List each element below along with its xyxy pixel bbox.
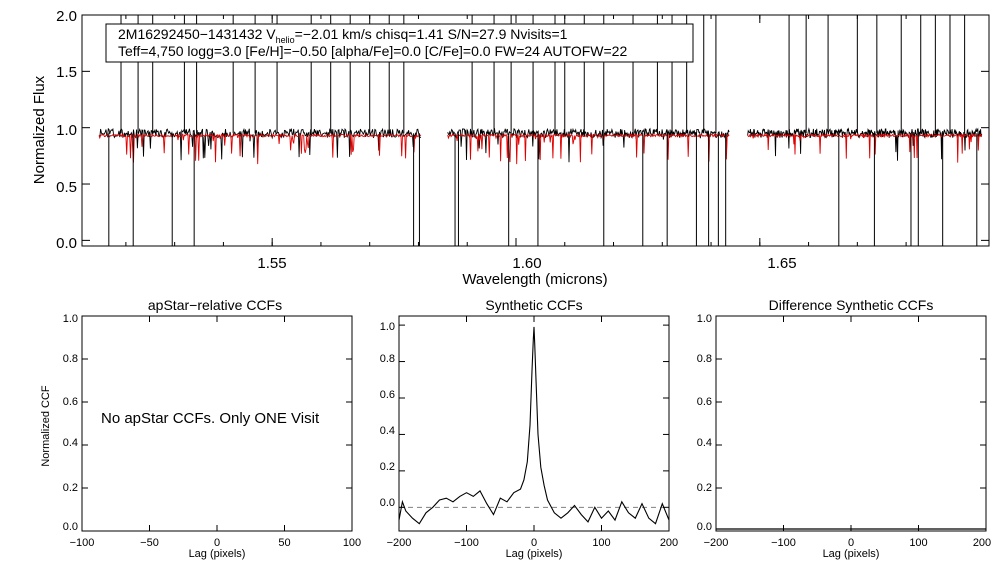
synthetic-ccf-frame: [398, 315, 670, 532]
annotation-stats: =−2.01 km/s chisq=1.41 S/N=27.9 Nvisits=…: [295, 26, 568, 42]
synthetic-ccf-xtick-label: 100: [592, 537, 610, 549]
apstar-ccf-xtick-label: 100: [343, 537, 361, 549]
apstar-ccf-xtick-label: −50: [140, 537, 159, 549]
annotation-vhelio-subscript: helio: [276, 35, 295, 45]
apstar-ccf-xtick-label: 50: [278, 537, 290, 549]
spectrum-frame: [81, 14, 990, 247]
synthetic-ccf-panel: Synthetic CCFs −200 −100 0 100 200 0.0 0…: [380, 297, 678, 560]
synthetic-ccf-ytick-label: 0.8: [380, 353, 395, 365]
apstar-ccf-xtick-label: −100: [70, 537, 95, 549]
synthetic-ccf-xtick-label: −100: [454, 537, 479, 549]
spectrum-ytick-label: 1.0: [56, 122, 77, 139]
apstar-ccf-panel: apStar−relative CCFs −100 −50 0 50 100 0…: [40, 297, 361, 560]
observed-spectrum-line: [98, 127, 422, 161]
apstar-ccf-ytick-label: 0.6: [63, 396, 78, 408]
model-spectrum-line: [747, 132, 983, 163]
difference-ccf-ticks: [715, 315, 987, 532]
difference-ccf-ytick-label: 0.4: [697, 437, 712, 449]
difference-ccf-xlabel: Lag (pixels): [823, 548, 880, 560]
apstar-ccf-ytick-label: 0.4: [63, 437, 78, 449]
spectrum-ticks: [82, 14, 989, 246]
spectrum-xlabel: Wavelength (microns): [462, 271, 607, 288]
apstar-ccf-ticks: [81, 315, 353, 532]
spectrum-panel: 1.55 1.60 1.65 0.0 0.5 1.0 1.5 2.0 Wavel…: [31, 8, 990, 288]
synthetic-ccf-plot-area: [398, 326, 670, 525]
apstar-ccf-xtick-label: 0: [214, 537, 220, 549]
observed-spectrum-line: [447, 127, 730, 163]
difference-ccf-title: Difference Synthetic CCFs: [769, 297, 934, 313]
difference-ccf-xtick-label: 200: [973, 537, 991, 549]
difference-ccf-panel: Difference Synthetic CCFs −200 −100 0 10…: [697, 297, 991, 560]
annotation-star-id: 2M16292450−1431432 V: [118, 26, 276, 42]
apstar-ccf-ytick-label: 1.0: [63, 313, 78, 325]
synthetic-ccf-title: Synthetic CCFs: [485, 297, 582, 313]
apstar-ccf-xlabel: Lag (pixels): [189, 548, 246, 560]
synthetic-ccf-xtick-label: 0: [531, 537, 537, 549]
difference-ccf-ytick-label: 0.2: [697, 482, 712, 494]
spectrum-ytick-label: 2.0: [56, 8, 77, 25]
difference-ccf-ytick-label: 0.8: [697, 353, 712, 365]
synthetic-ccf-ticks: [398, 316, 670, 531]
apstar-ccf-ytick-label: 0.2: [63, 482, 78, 494]
model-spectrum-line: [447, 133, 730, 165]
observed-spectrum-line: [747, 127, 983, 161]
synthetic-ccf-line: [398, 326, 670, 525]
difference-ccf-ytick-label: 0.6: [697, 396, 712, 408]
synthetic-ccf-ytick-label: 0.4: [380, 425, 395, 437]
apstar-ccf-ylabel: Normalized CCF: [40, 385, 52, 467]
difference-ccf-xtick-label: 0: [848, 537, 854, 549]
model-spectrum-line: [98, 133, 422, 165]
apstar-ccf-title: apStar−relative CCFs: [148, 297, 282, 313]
synthetic-ccf-ytick-label: 1.0: [380, 321, 395, 333]
difference-ccf-frame: [715, 315, 987, 532]
synthetic-ccf-ytick-label: 0.0: [380, 497, 395, 509]
synthetic-ccf-ytick-label: 0.6: [380, 389, 395, 401]
spectrum-ylabel: Normalized Flux: [31, 75, 48, 184]
annotation-line-2: Teff=4,750 logg=3.0 [Fe/H]=−0.50 [alpha/…: [118, 43, 627, 59]
difference-ccf-xtick-label: −200: [704, 537, 729, 549]
annotation-line-1: 2M16292450−1431432 Vhelio=−2.01 km/s chi…: [118, 26, 568, 45]
synthetic-ccf-xtick-label: −200: [387, 537, 412, 549]
synthetic-ccf-xlabel: Lag (pixels): [506, 548, 563, 560]
spectrum-ytick-label: 0.5: [56, 179, 77, 196]
difference-ccf-ytick-label: 1.0: [697, 313, 712, 325]
difference-ccf-xtick-label: −100: [771, 537, 796, 549]
annotation-box: [105, 23, 694, 63]
synthetic-ccf-ytick-label: 0.2: [380, 461, 395, 473]
difference-ccf-xtick-label: 100: [909, 537, 927, 549]
apstar-ccf-ytick-label: 0.8: [63, 353, 78, 365]
difference-ccf-ytick-label: 0.0: [697, 521, 712, 533]
spectrum-xtick-label: 1.65: [767, 255, 796, 272]
spectrum-xtick-label: 1.55: [257, 255, 286, 272]
spectrum-xtick-label: 1.60: [512, 255, 541, 272]
spectrum-ytick-label: 0.0: [56, 235, 77, 252]
no-ccf-message: No apStar CCFs. Only ONE Visit: [101, 410, 320, 427]
spectrum-ytick-label: 1.5: [56, 64, 77, 81]
apstar-ccf-ytick-label: 0.0: [63, 521, 78, 533]
synthetic-ccf-xtick-label: 200: [660, 537, 678, 549]
